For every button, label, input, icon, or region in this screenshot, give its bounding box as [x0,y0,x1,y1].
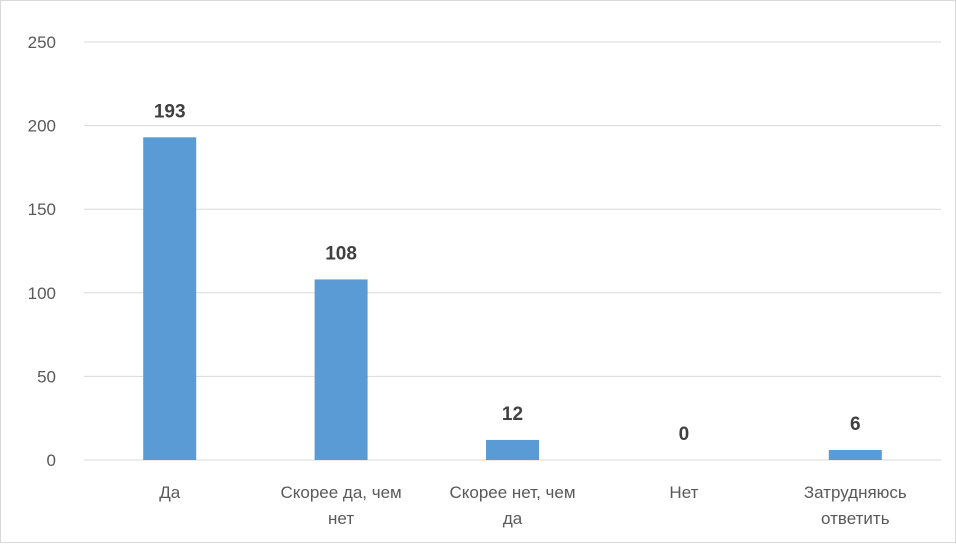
bar [486,439,539,460]
category-label: Да [159,483,181,502]
category-label: Скорее да, чем [280,483,401,502]
y-axis-tick-labels: 0 50 100 150 200 250 [28,33,56,470]
category-label: да [503,509,523,528]
category-label: Нет [669,483,698,502]
bars [143,137,882,460]
y-tick-label: 100 [28,284,56,303]
bar [314,279,368,460]
data-labels: 193 108 12 0 6 [154,101,861,445]
data-label: 0 [679,424,690,445]
category-label: нет [328,509,354,528]
data-label: 6 [850,414,861,435]
data-label: 108 [325,243,357,264]
category-label: ответить [821,509,890,528]
y-tick-label: 150 [28,200,56,219]
y-tick-label: 250 [28,33,56,52]
gridlines [84,41,941,461]
category-label: Затрудняюсь [804,483,907,502]
data-label: 12 [502,404,523,425]
x-axis-category-labels: Да Скорее да, чем нет Скорее нет, чем да Нет З… [159,483,907,528]
category-label: Скорее нет, чем [449,483,575,502]
y-tick-label: 200 [28,117,56,136]
bar [143,137,197,460]
bar [828,449,882,460]
data-label: 193 [154,101,186,122]
y-tick-label: 0 [47,451,56,470]
y-tick-label: 50 [37,367,56,386]
